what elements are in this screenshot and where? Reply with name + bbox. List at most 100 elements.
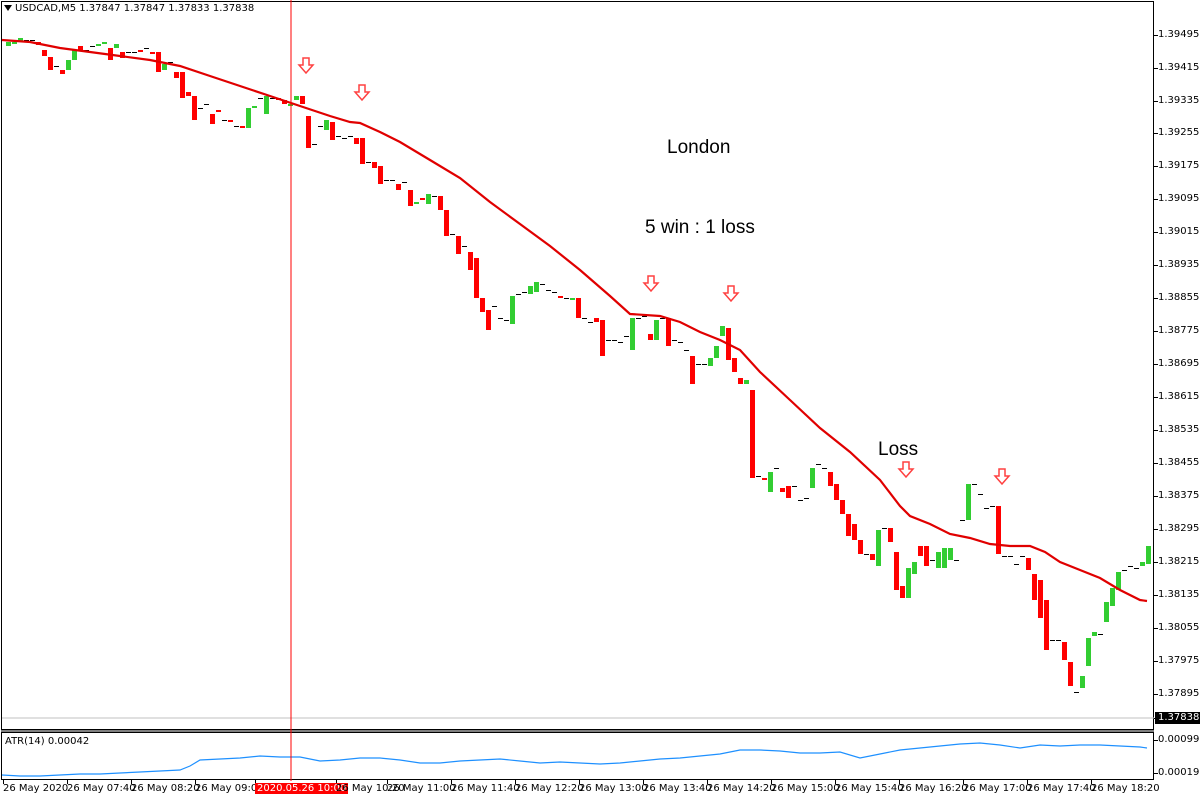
- bear-candle: [174, 72, 179, 78]
- bear-candle: [1068, 662, 1073, 686]
- bear-candle: [192, 96, 197, 120]
- bear-candle: [330, 122, 335, 140]
- bear-candle: [120, 52, 125, 58]
- bull-candle: [1116, 572, 1121, 590]
- bear-candle: [888, 528, 893, 542]
- bull-candle: [1080, 676, 1085, 688]
- price-axis-label: 1.38375: [1158, 490, 1200, 501]
- bear-candle: [594, 318, 599, 322]
- bull-candle: [102, 42, 107, 44]
- price-axis-label: 1.38295: [1158, 523, 1200, 534]
- bear-candle: [732, 358, 737, 372]
- bull-candle: [414, 202, 419, 204]
- bear-candle: [306, 116, 311, 148]
- bear-candle: [48, 57, 53, 70]
- time-axis-label: 26 May 11:40: [451, 783, 520, 794]
- bull-candle: [1110, 588, 1115, 606]
- bear-candle: [138, 50, 143, 52]
- time-axis-label: 26 May 10:20: [336, 783, 405, 794]
- dropdown-triangle-icon[interactable]: [4, 5, 12, 11]
- bear-candle: [216, 110, 221, 112]
- price-axis-label: 1.38855: [1158, 292, 1200, 303]
- price-axis-label: 1.37895: [1158, 688, 1200, 699]
- time-axis-label: 26 May 09:00: [195, 783, 264, 794]
- bear-candle: [846, 514, 851, 536]
- bear-candle: [150, 52, 155, 54]
- bear-candle: [918, 546, 923, 556]
- down-arrow-icon: [353, 84, 371, 102]
- atr-axis-label: 0.00099: [1158, 734, 1200, 745]
- bull-candle: [114, 44, 119, 48]
- bear-candle: [870, 554, 875, 560]
- down-arrow-icon: [993, 468, 1011, 486]
- bull-candle: [426, 194, 431, 204]
- bull-candle: [912, 562, 917, 574]
- time-axis-label: 26 May 11:00: [387, 783, 456, 794]
- time-axis-label: 26 May 17:00: [963, 783, 1032, 794]
- bull-candle: [744, 380, 749, 384]
- bear-candle: [360, 138, 365, 164]
- bear-candle: [60, 70, 65, 74]
- bear-candle: [78, 46, 83, 50]
- annotation-london: London: [667, 137, 731, 158]
- price-axis-label: 1.38215: [1158, 556, 1200, 567]
- bull-candle: [570, 298, 575, 300]
- atr-line: [1, 742, 1148, 777]
- atr-pane-border: [1, 732, 1154, 780]
- bull-candle: [534, 282, 539, 292]
- bear-candle: [834, 484, 839, 500]
- price-axis-label: 1.38135: [1158, 589, 1200, 600]
- bear-candle: [240, 126, 245, 128]
- bear-candle: [600, 320, 605, 356]
- bull-candle: [708, 358, 713, 366]
- bull-candle: [162, 64, 167, 70]
- bull-candle: [264, 96, 269, 114]
- bull-candle: [876, 530, 881, 566]
- atr-axis-label: 0.00019: [1158, 767, 1200, 778]
- bull-candle: [720, 326, 725, 336]
- down-arrow-icon: [297, 57, 315, 75]
- bull-candle: [96, 44, 101, 46]
- time-axis-label: 26 May 2020: [3, 783, 69, 794]
- time-axis-ticks: [3, 780, 1092, 784]
- bull-candle: [12, 42, 17, 44]
- bear-candle: [396, 184, 401, 190]
- bear-candle: [750, 390, 755, 478]
- price-axis-label: 1.39175: [1158, 160, 1200, 171]
- price-axis-label: 1.38055: [1158, 622, 1200, 633]
- candlestick-series: [6, 38, 1151, 693]
- bull-candle: [1086, 638, 1091, 666]
- bull-candle: [714, 346, 719, 358]
- bear-candle: [480, 298, 485, 312]
- main-pane-border: [1, 1, 1154, 730]
- bear-candle: [894, 552, 899, 590]
- bear-candle: [444, 210, 449, 236]
- bull-candle: [252, 106, 257, 108]
- bull-candle: [1092, 632, 1097, 636]
- price-axis-label: 1.39255: [1158, 127, 1200, 138]
- price-axis-label: 1.38615: [1158, 391, 1200, 402]
- bear-candle: [780, 488, 785, 492]
- time-axis-label: 26 May 13:00: [579, 783, 648, 794]
- bear-candle: [648, 334, 653, 340]
- bull-candle: [936, 552, 941, 568]
- bear-candle: [186, 92, 191, 96]
- annotation-win-loss: 5 win : 1 loss: [645, 217, 755, 238]
- bear-candle: [486, 310, 491, 330]
- atr-indicator-label: ATR(14) 0.00042: [5, 736, 90, 747]
- bull-candle: [942, 548, 947, 568]
- bull-candle: [72, 50, 77, 60]
- bull-candle: [630, 318, 635, 350]
- bear-candle: [762, 478, 767, 480]
- price-axis-label: 1.38695: [1158, 358, 1200, 369]
- bear-candle: [438, 196, 443, 210]
- bull-candle: [966, 484, 971, 520]
- time-axis-label: 26 May 08:20: [131, 783, 200, 794]
- bear-candle: [828, 472, 833, 486]
- moving-average-line: [1, 38, 1148, 603]
- bull-candle: [948, 548, 953, 560]
- time-axis-label: 26 May 16:20: [899, 783, 968, 794]
- bear-candle: [576, 298, 581, 318]
